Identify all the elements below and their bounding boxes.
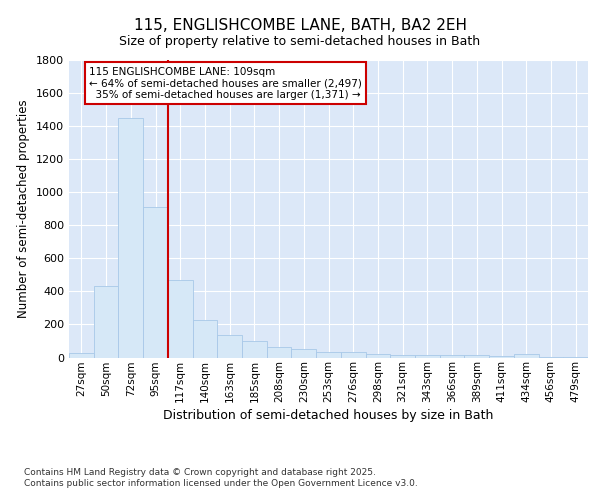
Bar bbox=[539, 356, 563, 358]
Bar bbox=[390, 354, 415, 358]
Y-axis label: Number of semi-detached properties: Number of semi-detached properties bbox=[17, 100, 31, 318]
Bar bbox=[316, 352, 341, 358]
Bar bbox=[217, 335, 242, 357]
Text: 115, ENGLISHCOMBE LANE, BATH, BA2 2EH: 115, ENGLISHCOMBE LANE, BATH, BA2 2EH bbox=[133, 18, 467, 32]
Bar bbox=[143, 207, 168, 358]
Bar bbox=[94, 286, 118, 358]
Text: 115 ENGLISHCOMBE LANE: 109sqm
← 64% of semi-detached houses are smaller (2,497)
: 115 ENGLISHCOMBE LANE: 109sqm ← 64% of s… bbox=[89, 66, 362, 100]
Text: Size of property relative to semi-detached houses in Bath: Size of property relative to semi-detach… bbox=[119, 35, 481, 48]
Bar bbox=[267, 347, 292, 358]
Text: Contains HM Land Registry data © Crown copyright and database right 2025.
Contai: Contains HM Land Registry data © Crown c… bbox=[24, 468, 418, 487]
Bar bbox=[464, 356, 489, 358]
Bar bbox=[365, 354, 390, 358]
Bar bbox=[69, 352, 94, 358]
Bar bbox=[514, 354, 539, 358]
Bar bbox=[118, 118, 143, 358]
Bar bbox=[489, 356, 514, 358]
Bar bbox=[415, 355, 440, 358]
Bar bbox=[292, 349, 316, 358]
Bar bbox=[563, 356, 588, 358]
Bar bbox=[168, 280, 193, 357]
Bar bbox=[193, 320, 217, 358]
Bar bbox=[341, 352, 365, 358]
Bar bbox=[440, 355, 464, 358]
X-axis label: Distribution of semi-detached houses by size in Bath: Distribution of semi-detached houses by … bbox=[163, 410, 494, 422]
Bar bbox=[242, 341, 267, 357]
